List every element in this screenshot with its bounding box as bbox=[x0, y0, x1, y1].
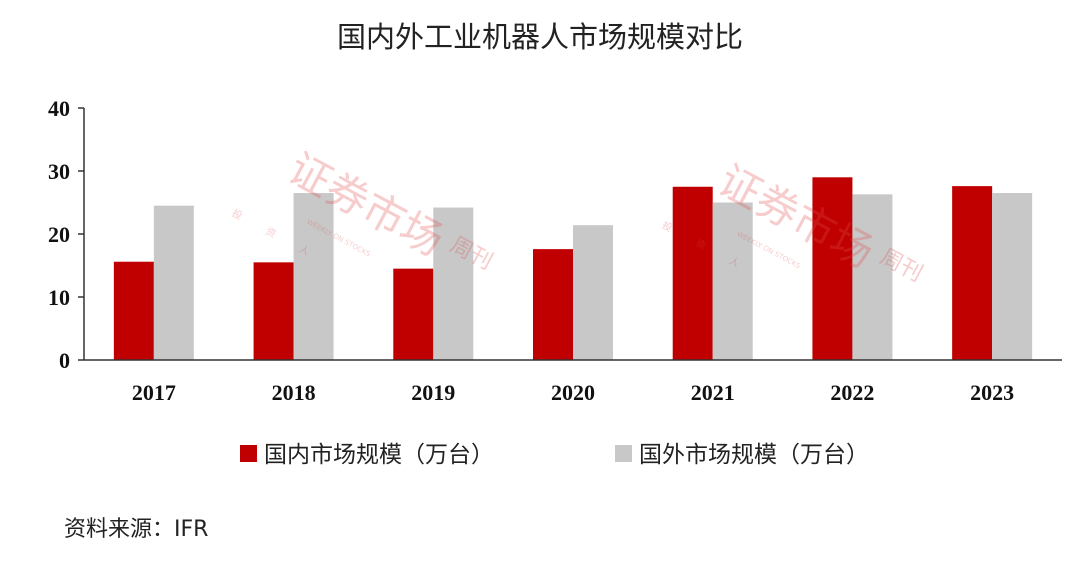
watermark-char: 资 bbox=[263, 225, 277, 240]
bar-domestic-2017 bbox=[113, 261, 154, 360]
bar-foreign-2023 bbox=[992, 193, 1033, 360]
y-tick-label: 10 bbox=[48, 285, 70, 310]
x-tick-label: 2020 bbox=[551, 380, 595, 405]
axis-layer: 0 10 20 30 40 2017 2018 2019 2020 2021 2022 2023 bbox=[48, 96, 1062, 405]
bar-domestic-2018 bbox=[253, 262, 294, 360]
bar-foreign-2018 bbox=[293, 193, 334, 360]
bar-domestic-2023 bbox=[952, 186, 993, 360]
x-tick-label: 2022 bbox=[830, 380, 874, 405]
bar-domestic-2020 bbox=[533, 249, 573, 360]
bar-foreign-2019 bbox=[433, 207, 474, 360]
watermark-char: 投 bbox=[660, 218, 675, 234]
x-tick-label: 2018 bbox=[272, 380, 316, 405]
bar-domestic-2021 bbox=[672, 186, 713, 360]
bar-foreign-2022 bbox=[852, 194, 893, 360]
y-tick-label: 20 bbox=[48, 222, 70, 247]
bar-domestic-2022 bbox=[812, 177, 853, 360]
legend-label: 国外市场规模（万台） bbox=[639, 442, 869, 468]
y-tick-label: 40 bbox=[48, 96, 70, 121]
bar-foreign-2021 bbox=[712, 202, 753, 360]
y-tick-label: 0 bbox=[59, 348, 70, 373]
watermark-char: 投 bbox=[230, 206, 245, 222]
source-note: 资料来源：IFR bbox=[64, 517, 209, 542]
legend: 国内市场规模（万台） 国外市场规模（万台） bbox=[240, 442, 869, 468]
legend-swatch bbox=[240, 445, 257, 462]
legend-swatch bbox=[615, 445, 632, 462]
x-tick-label: 2017 bbox=[132, 380, 176, 405]
x-tick-label: 2023 bbox=[970, 380, 1014, 405]
bar-foreign-2017 bbox=[153, 205, 194, 360]
bars-layer bbox=[113, 177, 1033, 360]
bar-domestic-2019 bbox=[393, 268, 434, 360]
chart-title: 国内外工业机器人市场规模对比 bbox=[336, 20, 743, 54]
legend-label: 国内市场规模（万台） bbox=[264, 442, 494, 468]
x-tick-label: 2021 bbox=[691, 380, 735, 405]
bar-foreign-2020 bbox=[573, 225, 613, 360]
y-tick-label: 30 bbox=[48, 159, 70, 184]
x-tick-label: 2019 bbox=[411, 380, 455, 405]
